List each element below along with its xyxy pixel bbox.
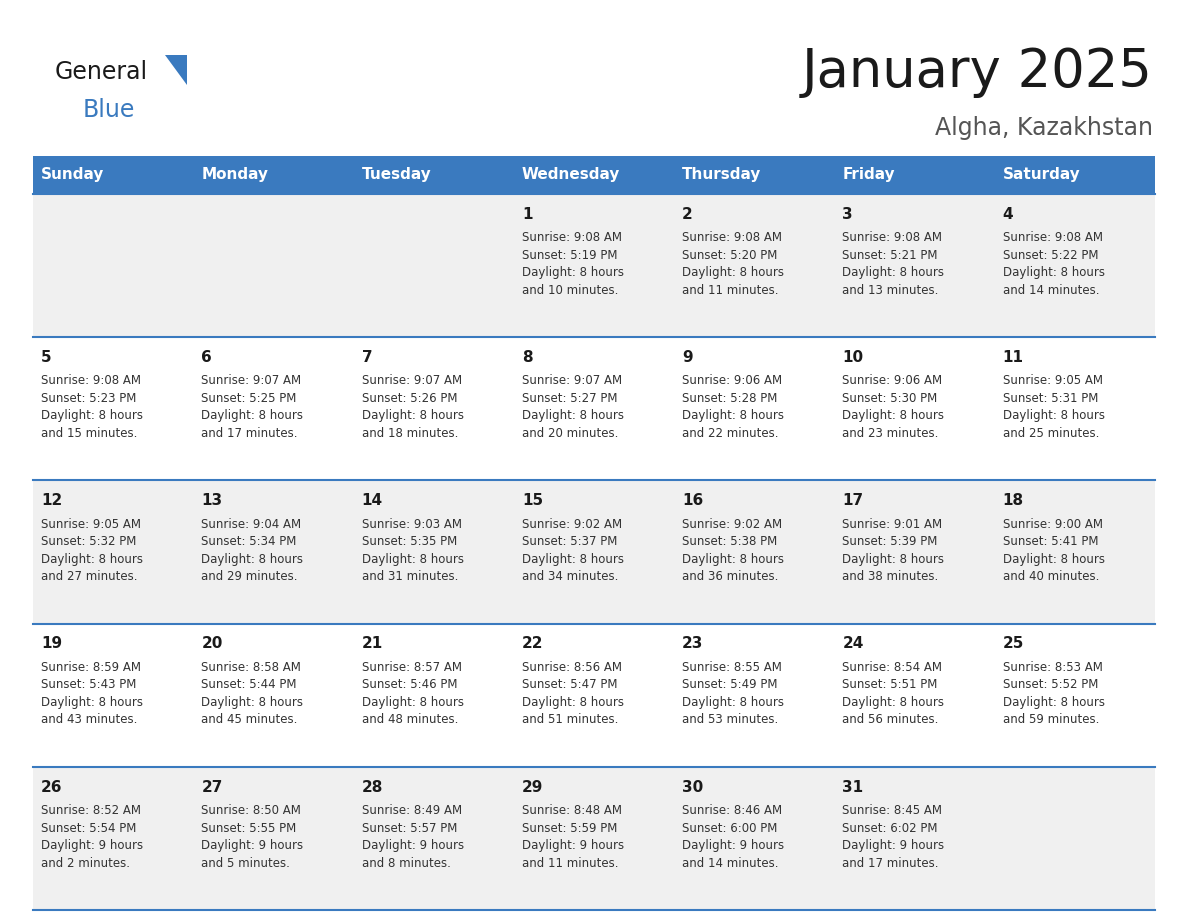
Text: 16: 16	[682, 493, 703, 509]
Text: 9: 9	[682, 350, 693, 365]
Bar	[674, 156, 834, 194]
Bar	[33, 767, 1155, 910]
Bar	[834, 156, 994, 194]
Text: General: General	[55, 60, 148, 84]
Text: 26: 26	[42, 779, 63, 795]
Bar	[514, 156, 674, 194]
Text: Sunrise: 9:07 AM
Sunset: 5:26 PM
Daylight: 8 hours
and 18 minutes.: Sunrise: 9:07 AM Sunset: 5:26 PM Dayligh…	[361, 375, 463, 440]
Text: Blue: Blue	[83, 98, 135, 122]
Text: Sunrise: 9:08 AM
Sunset: 5:23 PM
Daylight: 8 hours
and 15 minutes.: Sunrise: 9:08 AM Sunset: 5:23 PM Dayligh…	[42, 375, 143, 440]
Bar	[33, 194, 1155, 337]
Text: Sunrise: 9:07 AM
Sunset: 5:25 PM
Daylight: 8 hours
and 17 minutes.: Sunrise: 9:07 AM Sunset: 5:25 PM Dayligh…	[201, 375, 303, 440]
Text: 21: 21	[361, 636, 383, 652]
Text: Sunrise: 8:49 AM
Sunset: 5:57 PM
Daylight: 9 hours
and 8 minutes.: Sunrise: 8:49 AM Sunset: 5:57 PM Dayligh…	[361, 804, 463, 869]
Text: 31: 31	[842, 779, 864, 795]
Text: Sunrise: 9:02 AM
Sunset: 5:38 PM
Daylight: 8 hours
and 36 minutes.: Sunrise: 9:02 AM Sunset: 5:38 PM Dayligh…	[682, 518, 784, 583]
Text: 28: 28	[361, 779, 383, 795]
Text: January 2025: January 2025	[802, 46, 1154, 98]
Bar	[194, 156, 354, 194]
Text: 15: 15	[522, 493, 543, 509]
Text: Sunday: Sunday	[42, 167, 105, 183]
Bar	[33, 156, 194, 194]
Text: 25: 25	[1003, 636, 1024, 652]
Text: 3: 3	[842, 207, 853, 222]
Text: 1: 1	[522, 207, 532, 222]
Text: Sunrise: 9:02 AM
Sunset: 5:37 PM
Daylight: 8 hours
and 34 minutes.: Sunrise: 9:02 AM Sunset: 5:37 PM Dayligh…	[522, 518, 624, 583]
Polygon shape	[165, 55, 187, 85]
Text: Sunrise: 9:08 AM
Sunset: 5:19 PM
Daylight: 8 hours
and 10 minutes.: Sunrise: 9:08 AM Sunset: 5:19 PM Dayligh…	[522, 231, 624, 297]
Text: 24: 24	[842, 636, 864, 652]
Text: 8: 8	[522, 350, 532, 365]
Text: Sunrise: 9:08 AM
Sunset: 5:21 PM
Daylight: 8 hours
and 13 minutes.: Sunrise: 9:08 AM Sunset: 5:21 PM Dayligh…	[842, 231, 944, 297]
Text: Algha, Kazakhstan: Algha, Kazakhstan	[935, 116, 1154, 140]
Text: Sunrise: 9:01 AM
Sunset: 5:39 PM
Daylight: 8 hours
and 38 minutes.: Sunrise: 9:01 AM Sunset: 5:39 PM Dayligh…	[842, 518, 944, 583]
Text: 5: 5	[42, 350, 51, 365]
Text: 19: 19	[42, 636, 62, 652]
Text: Thursday: Thursday	[682, 167, 762, 183]
Text: 29: 29	[522, 779, 543, 795]
Text: Sunrise: 9:06 AM
Sunset: 5:28 PM
Daylight: 8 hours
and 22 minutes.: Sunrise: 9:06 AM Sunset: 5:28 PM Dayligh…	[682, 375, 784, 440]
Text: 10: 10	[842, 350, 864, 365]
Text: 4: 4	[1003, 207, 1013, 222]
Text: 30: 30	[682, 779, 703, 795]
Text: Saturday: Saturday	[1003, 167, 1080, 183]
Text: Friday: Friday	[842, 167, 895, 183]
Text: Sunrise: 8:52 AM
Sunset: 5:54 PM
Daylight: 9 hours
and 2 minutes.: Sunrise: 8:52 AM Sunset: 5:54 PM Dayligh…	[42, 804, 143, 869]
Text: 12: 12	[42, 493, 62, 509]
Text: Sunrise: 8:54 AM
Sunset: 5:51 PM
Daylight: 8 hours
and 56 minutes.: Sunrise: 8:54 AM Sunset: 5:51 PM Dayligh…	[842, 661, 944, 726]
Text: 17: 17	[842, 493, 864, 509]
Text: Sunrise: 8:45 AM
Sunset: 6:02 PM
Daylight: 9 hours
and 17 minutes.: Sunrise: 8:45 AM Sunset: 6:02 PM Dayligh…	[842, 804, 944, 869]
Text: 27: 27	[201, 779, 222, 795]
Text: 7: 7	[361, 350, 372, 365]
Text: Sunrise: 9:07 AM
Sunset: 5:27 PM
Daylight: 8 hours
and 20 minutes.: Sunrise: 9:07 AM Sunset: 5:27 PM Dayligh…	[522, 375, 624, 440]
Bar	[33, 623, 1155, 767]
Text: 23: 23	[682, 636, 703, 652]
Text: Sunrise: 9:06 AM
Sunset: 5:30 PM
Daylight: 8 hours
and 23 minutes.: Sunrise: 9:06 AM Sunset: 5:30 PM Dayligh…	[842, 375, 944, 440]
Text: Sunrise: 8:48 AM
Sunset: 5:59 PM
Daylight: 9 hours
and 11 minutes.: Sunrise: 8:48 AM Sunset: 5:59 PM Dayligh…	[522, 804, 624, 869]
Text: Sunrise: 9:00 AM
Sunset: 5:41 PM
Daylight: 8 hours
and 40 minutes.: Sunrise: 9:00 AM Sunset: 5:41 PM Dayligh…	[1003, 518, 1105, 583]
Text: Tuesday: Tuesday	[361, 167, 431, 183]
Text: Sunrise: 9:05 AM
Sunset: 5:31 PM
Daylight: 8 hours
and 25 minutes.: Sunrise: 9:05 AM Sunset: 5:31 PM Dayligh…	[1003, 375, 1105, 440]
Text: Sunrise: 9:08 AM
Sunset: 5:22 PM
Daylight: 8 hours
and 14 minutes.: Sunrise: 9:08 AM Sunset: 5:22 PM Dayligh…	[1003, 231, 1105, 297]
Text: Sunrise: 9:03 AM
Sunset: 5:35 PM
Daylight: 8 hours
and 31 minutes.: Sunrise: 9:03 AM Sunset: 5:35 PM Dayligh…	[361, 518, 463, 583]
Text: 14: 14	[361, 493, 383, 509]
Text: Sunrise: 8:59 AM
Sunset: 5:43 PM
Daylight: 8 hours
and 43 minutes.: Sunrise: 8:59 AM Sunset: 5:43 PM Dayligh…	[42, 661, 143, 726]
Text: Sunrise: 8:55 AM
Sunset: 5:49 PM
Daylight: 8 hours
and 53 minutes.: Sunrise: 8:55 AM Sunset: 5:49 PM Dayligh…	[682, 661, 784, 726]
Text: 18: 18	[1003, 493, 1024, 509]
Text: 13: 13	[201, 493, 222, 509]
Text: 22: 22	[522, 636, 543, 652]
Text: Sunrise: 8:58 AM
Sunset: 5:44 PM
Daylight: 8 hours
and 45 minutes.: Sunrise: 8:58 AM Sunset: 5:44 PM Dayligh…	[201, 661, 303, 726]
Text: Sunrise: 8:57 AM
Sunset: 5:46 PM
Daylight: 8 hours
and 48 minutes.: Sunrise: 8:57 AM Sunset: 5:46 PM Dayligh…	[361, 661, 463, 726]
Bar	[354, 156, 514, 194]
Text: Sunrise: 9:08 AM
Sunset: 5:20 PM
Daylight: 8 hours
and 11 minutes.: Sunrise: 9:08 AM Sunset: 5:20 PM Dayligh…	[682, 231, 784, 297]
Text: Sunrise: 9:04 AM
Sunset: 5:34 PM
Daylight: 8 hours
and 29 minutes.: Sunrise: 9:04 AM Sunset: 5:34 PM Dayligh…	[201, 518, 303, 583]
Text: Wednesday: Wednesday	[522, 167, 620, 183]
Bar	[994, 156, 1155, 194]
Text: Monday: Monday	[201, 167, 268, 183]
Text: Sunrise: 8:46 AM
Sunset: 6:00 PM
Daylight: 9 hours
and 14 minutes.: Sunrise: 8:46 AM Sunset: 6:00 PM Dayligh…	[682, 804, 784, 869]
Text: 11: 11	[1003, 350, 1024, 365]
Text: 6: 6	[201, 350, 211, 365]
Bar	[33, 480, 1155, 623]
Text: Sunrise: 8:56 AM
Sunset: 5:47 PM
Daylight: 8 hours
and 51 minutes.: Sunrise: 8:56 AM Sunset: 5:47 PM Dayligh…	[522, 661, 624, 726]
Text: 20: 20	[201, 636, 222, 652]
Text: Sunrise: 8:53 AM
Sunset: 5:52 PM
Daylight: 8 hours
and 59 minutes.: Sunrise: 8:53 AM Sunset: 5:52 PM Dayligh…	[1003, 661, 1105, 726]
Bar	[33, 337, 1155, 480]
Text: Sunrise: 8:50 AM
Sunset: 5:55 PM
Daylight: 9 hours
and 5 minutes.: Sunrise: 8:50 AM Sunset: 5:55 PM Dayligh…	[201, 804, 303, 869]
Text: 2: 2	[682, 207, 693, 222]
Text: Sunrise: 9:05 AM
Sunset: 5:32 PM
Daylight: 8 hours
and 27 minutes.: Sunrise: 9:05 AM Sunset: 5:32 PM Dayligh…	[42, 518, 143, 583]
